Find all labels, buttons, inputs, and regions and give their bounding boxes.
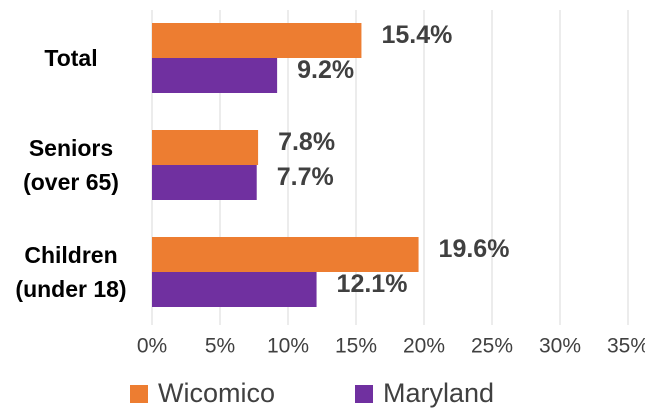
value-label: 15.4% bbox=[381, 21, 452, 49]
legend-swatch bbox=[130, 385, 148, 403]
x-tick-label: 10% bbox=[267, 335, 309, 358]
bar bbox=[152, 23, 362, 58]
legend-swatch bbox=[355, 385, 373, 403]
bar bbox=[152, 58, 278, 93]
bar bbox=[152, 130, 259, 165]
bar bbox=[152, 237, 419, 272]
legend-label: Wicomico bbox=[158, 378, 275, 408]
bar bbox=[152, 272, 317, 307]
value-label: 12.1% bbox=[337, 270, 408, 298]
x-tick-label: 0% bbox=[137, 335, 167, 358]
x-tick-label: 20% bbox=[403, 335, 445, 358]
x-tick-label: 5% bbox=[205, 335, 235, 358]
legend-label: Maryland bbox=[383, 378, 494, 408]
y-tick-label: Total bbox=[44, 45, 98, 71]
bar bbox=[152, 165, 257, 200]
value-label: 9.2% bbox=[297, 56, 354, 84]
value-label: 7.7% bbox=[277, 163, 334, 191]
y-tick-label: Seniors (over 65) bbox=[23, 135, 119, 195]
x-tick-label: 30% bbox=[539, 335, 581, 358]
x-tick-label: 35% bbox=[607, 335, 645, 358]
x-tick-label: 25% bbox=[471, 335, 513, 358]
x-tick-label: 15% bbox=[335, 335, 377, 358]
y-tick-label: Children (under 18) bbox=[15, 242, 127, 302]
value-label: 7.8% bbox=[278, 128, 335, 156]
value-label: 19.6% bbox=[439, 235, 510, 263]
